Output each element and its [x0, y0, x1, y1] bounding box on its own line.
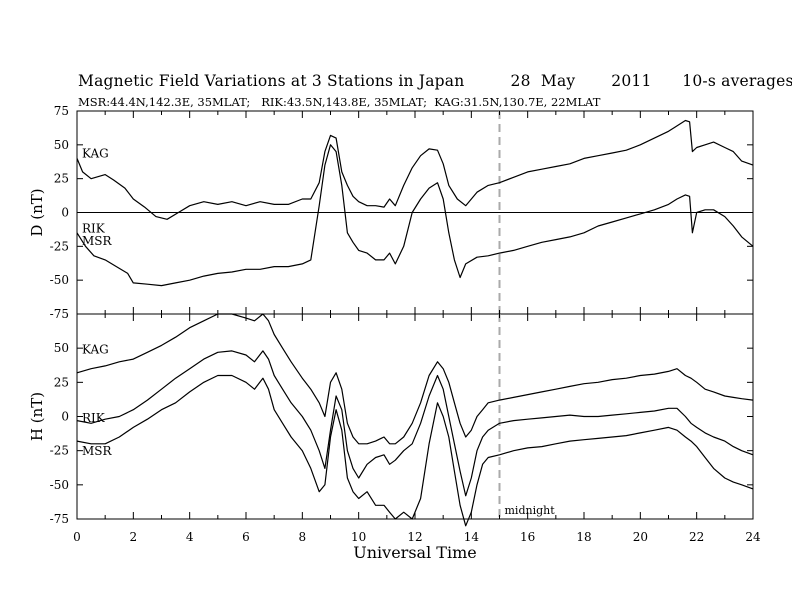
xtick-label: 8 — [299, 530, 307, 544]
xtick-label: 0 — [73, 530, 81, 544]
series-label-rik-d: RIK — [82, 222, 106, 236]
xtick-label: 2 — [130, 530, 138, 544]
ytick-label-d: -50 — [50, 273, 69, 287]
midnight-label: midnight — [505, 504, 556, 517]
ylabel-h: H (nT) — [28, 392, 46, 441]
xtick-label: 12 — [407, 530, 422, 544]
xlabel: Universal Time — [353, 543, 476, 562]
ytick-label-d: 75 — [54, 104, 69, 118]
series-label-msr-h: MSR — [82, 444, 113, 458]
xtick-label: 4 — [186, 530, 194, 544]
ytick-label-h: 50 — [54, 341, 69, 355]
ytick-label-d: -25 — [50, 239, 69, 253]
series-line-d-rik — [76, 144, 754, 287]
ytick-label-h: -50 — [50, 478, 69, 492]
ytick-label-d: 0 — [61, 206, 69, 220]
ytick-label-h: -75 — [50, 512, 69, 526]
xtick-label: 20 — [633, 530, 648, 544]
ylabel-d: D (nT) — [28, 188, 46, 236]
series-line-d-kag — [76, 119, 754, 220]
chart-subtitle: MSR:44.4N,142.3E, 35MLAT; RIK:43.5N,143.… — [78, 95, 601, 109]
series-label-msr-d: MSR — [82, 234, 113, 248]
series-label-kag-h: KAG — [82, 343, 109, 357]
xtick-label: 10 — [351, 530, 366, 544]
series-line-h-msr — [76, 374, 754, 527]
ytick-label-h: 0 — [61, 410, 69, 424]
chart-title: Magnetic Field Variations at 3 Stations … — [78, 72, 792, 90]
ytick-label-h: 25 — [54, 375, 69, 389]
xtick-label: 16 — [520, 530, 535, 544]
ytick-label-d: -75 — [50, 307, 69, 321]
series-line-h-rik — [76, 350, 754, 497]
series-label-rik-h: RIK — [82, 411, 106, 425]
ytick-label-d: 50 — [54, 138, 69, 152]
xtick-label: 18 — [576, 530, 591, 544]
series-label-kag-d: KAG — [82, 147, 109, 161]
xtick-label: 24 — [745, 530, 761, 544]
ytick-label-h: -25 — [50, 444, 69, 458]
ytick-label-d: 25 — [54, 172, 69, 186]
xtick-label: 14 — [464, 530, 480, 544]
series-line-h-kag — [76, 313, 754, 445]
xtick-label: 22 — [689, 530, 704, 544]
xtick-label: 6 — [242, 530, 250, 544]
